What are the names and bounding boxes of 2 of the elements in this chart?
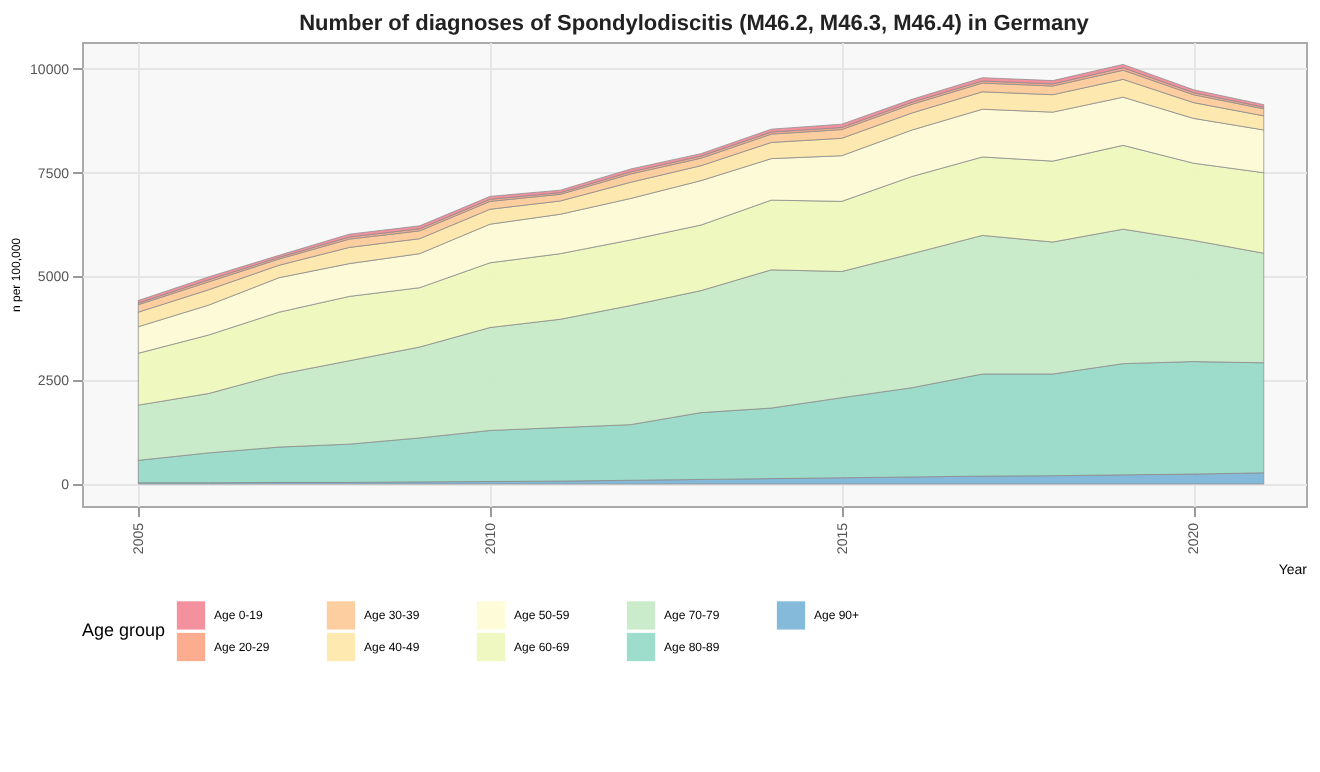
chart-title: Number of diagnoses of Spondylodiscitis (M46.2, M46.3, M46.4) in Germany: [299, 12, 1091, 36]
legend-title: Age group: [82, 620, 166, 640]
